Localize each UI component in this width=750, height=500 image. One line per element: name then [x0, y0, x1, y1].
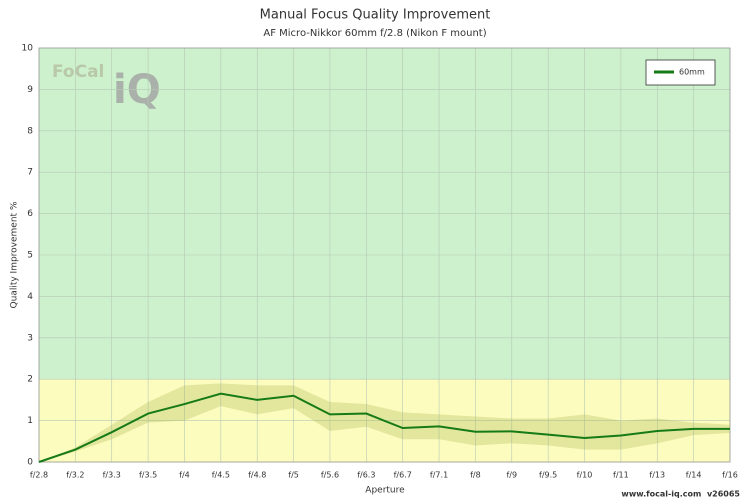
- error-band: [39, 383, 730, 462]
- y-tick-label: 3: [27, 333, 33, 343]
- logo-mark: iQ: [113, 67, 161, 113]
- y-tick-label: 10: [22, 44, 34, 54]
- line: [38, 392, 730, 463]
- x-tick-label: f/4.8: [248, 471, 266, 480]
- x-tick-label: f/14: [686, 471, 702, 480]
- x-tick-label: f/6.7: [394, 471, 412, 480]
- chart-title: Manual Focus Quality Improvement: [260, 8, 491, 23]
- y-tick-label: 0: [27, 458, 33, 468]
- x-tick-label: f/3.5: [139, 471, 157, 480]
- x-tick-label: f/7.1: [430, 471, 448, 480]
- logo-text: FoCal: [52, 62, 104, 82]
- legend: 60mm: [645, 59, 716, 86]
- x-tick-label: f/5.6: [321, 471, 339, 480]
- y-tick-label: 5: [27, 251, 33, 261]
- x-tick-label: f/5: [288, 471, 299, 480]
- y-tick-label: 4: [27, 292, 33, 302]
- x-tick-label: f/3.2: [66, 471, 84, 480]
- x-tick-label: f/9: [506, 471, 517, 480]
- x-tick-label: f/8: [470, 471, 481, 480]
- y-tick-label: 2: [27, 375, 33, 385]
- plot-frame: [38, 47, 731, 463]
- x-tick-label: f/11: [613, 471, 629, 480]
- x-axis-label: Aperture: [365, 486, 405, 496]
- x-tick-label: f/2.8: [30, 471, 48, 480]
- y-tick-label: 7: [27, 168, 33, 178]
- chart-subtitle: AF Micro-Nikkor 60mm f/2.8 (Nikon F moun…: [263, 28, 486, 39]
- x-tick-label: f/16: [722, 471, 738, 480]
- x-tick-label: f/13: [649, 471, 665, 480]
- x-tick-label: f/9.5: [539, 471, 557, 480]
- x-tick-label: f/4: [179, 471, 190, 480]
- footer: www.focal-iq.com v26065: [621, 490, 740, 499]
- x-tick-label: f/3.3: [103, 471, 121, 480]
- x-tick-label: f/6.3: [357, 471, 375, 480]
- legend-label: 60mm: [679, 68, 705, 77]
- y-tick-label: 6: [27, 209, 33, 219]
- x-tick-label: f/4.5: [212, 471, 230, 480]
- y-axis-label: Quality Improvement %: [10, 201, 20, 308]
- x-tick-label: f/10: [577, 471, 593, 480]
- y-tick-label: 1: [27, 416, 33, 426]
- y-tick-label: 9: [27, 85, 33, 95]
- y-tick-label: 8: [27, 126, 33, 136]
